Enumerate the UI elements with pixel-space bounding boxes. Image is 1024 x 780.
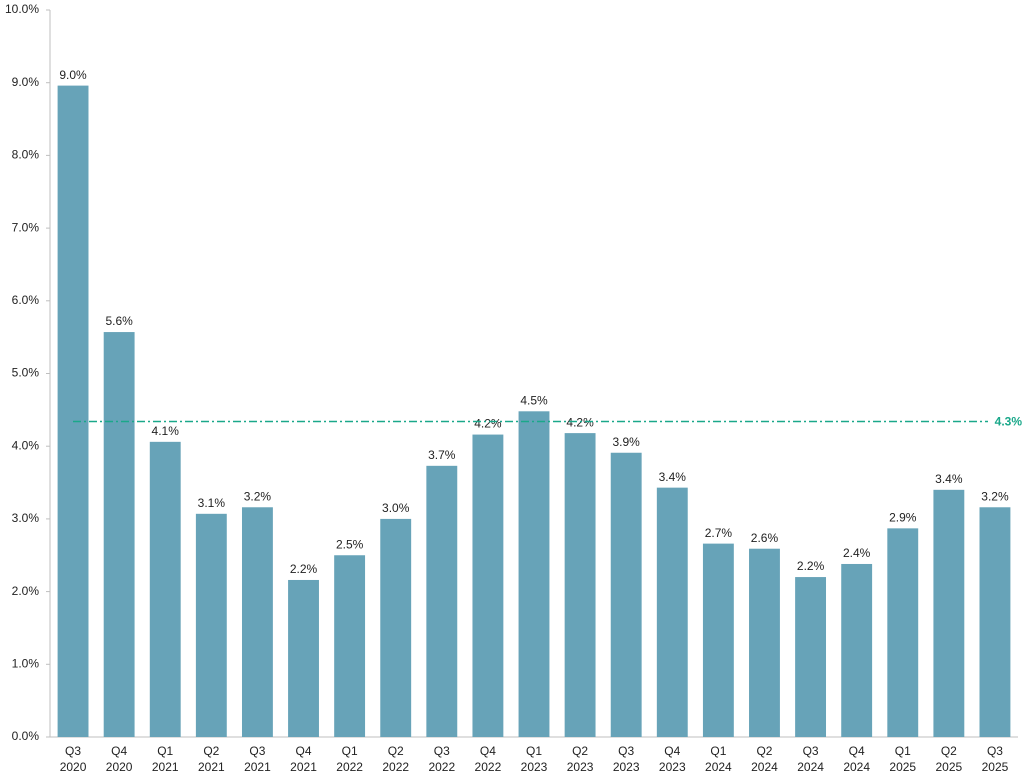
bar xyxy=(933,489,965,737)
value-label: 2.6% xyxy=(751,531,779,545)
value-label: 4.1% xyxy=(152,424,180,438)
y-tick-label: 5.0% xyxy=(12,366,40,380)
value-label: 3.1% xyxy=(198,496,226,510)
value-label: 2.7% xyxy=(705,526,733,540)
value-label: 9.0% xyxy=(59,68,87,82)
bar xyxy=(195,513,227,737)
bar xyxy=(472,434,504,737)
value-label: 4.2% xyxy=(474,417,502,431)
value-label: 5.6% xyxy=(105,314,133,328)
x-tick-label: Q3 2024 xyxy=(797,744,824,774)
x-tick-label: Q2 2021 xyxy=(198,744,225,774)
bar xyxy=(795,577,827,737)
bar xyxy=(103,332,135,737)
value-label: 4.5% xyxy=(520,393,548,407)
bar xyxy=(749,548,780,737)
y-tick-label: 6.0% xyxy=(12,293,40,307)
x-tick-label: Q4 2021 xyxy=(290,744,317,774)
x-tick-label: Q4 2024 xyxy=(843,744,870,774)
bar xyxy=(380,518,412,737)
x-tick-label: Q3 2021 xyxy=(244,744,271,774)
bar xyxy=(656,487,688,737)
value-label: 3.4% xyxy=(935,472,963,486)
value-label: 2.2% xyxy=(797,559,825,573)
value-label: 3.0% xyxy=(382,501,410,515)
bar xyxy=(334,555,366,737)
x-tick-label: Q2 2022 xyxy=(382,744,409,774)
value-label: 3.9% xyxy=(613,435,641,449)
bar xyxy=(841,563,873,737)
value-label: 2.4% xyxy=(843,546,871,560)
bar xyxy=(610,452,642,737)
x-tick-label: Q1 2024 xyxy=(705,744,732,774)
value-label: 3.4% xyxy=(659,470,687,484)
value-label: 2.2% xyxy=(290,562,318,576)
value-label: 2.5% xyxy=(336,537,364,551)
x-tick-label: Q1 2022 xyxy=(336,744,363,774)
bar xyxy=(57,85,89,737)
bar xyxy=(564,433,596,737)
x-tick-label: Q2 2023 xyxy=(567,744,594,774)
bar xyxy=(518,411,550,737)
y-tick-label: 1.0% xyxy=(12,656,40,670)
x-tick-label: Q1 2023 xyxy=(521,744,548,774)
y-tick-label: 7.0% xyxy=(12,220,40,234)
x-tick-label: Q1 2021 xyxy=(152,744,179,774)
y-tick-label: 10.0% xyxy=(5,2,39,16)
reference-label: 4.3% xyxy=(995,415,1023,429)
x-tick-label: Q4 2022 xyxy=(475,744,502,774)
bar xyxy=(979,507,1011,737)
bar xyxy=(426,465,458,737)
y-tick-label: 0.0% xyxy=(12,729,40,743)
bar xyxy=(241,507,273,737)
value-label: 2.9% xyxy=(889,511,917,525)
y-tick-label: 3.0% xyxy=(12,511,40,525)
value-label: 4.2% xyxy=(566,415,594,429)
bar xyxy=(702,543,734,737)
bar xyxy=(288,579,319,737)
x-tick-label: Q3 2025 xyxy=(982,744,1009,774)
x-tick-label: Q3 2022 xyxy=(428,744,455,774)
x-tick-label: Q2 2024 xyxy=(751,744,778,774)
value-label: 3.2% xyxy=(981,489,1009,503)
value-label: 3.2% xyxy=(244,489,272,503)
bar xyxy=(887,528,919,737)
y-tick-label: 2.0% xyxy=(12,584,40,598)
x-tick-label: Q4 2020 xyxy=(106,744,133,774)
bar xyxy=(149,441,181,737)
y-tick-label: 4.0% xyxy=(12,438,40,452)
x-tick-label: Q3 2020 xyxy=(60,744,87,774)
x-tick-label: Q3 2023 xyxy=(613,744,640,774)
x-tick-label: Q2 2025 xyxy=(936,744,963,774)
y-tick-label: 9.0% xyxy=(12,75,40,89)
y-tick-label: 8.0% xyxy=(12,148,40,162)
x-tick-label: Q4 2023 xyxy=(659,744,686,774)
x-tick-label: Q1 2025 xyxy=(889,744,916,774)
value-label: 3.7% xyxy=(428,448,456,462)
